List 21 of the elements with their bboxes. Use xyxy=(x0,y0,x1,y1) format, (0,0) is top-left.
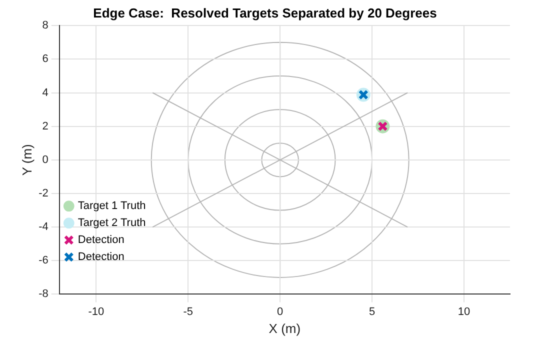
x-axis-title: X (m) xyxy=(268,320,301,336)
legend-label: Target 2 Truth xyxy=(78,217,146,230)
legend-label: Detection xyxy=(78,234,124,246)
x-tick-label: -10 xyxy=(88,306,104,318)
legend-label: Target 1 Truth xyxy=(78,200,146,212)
y-tick-label: 4 xyxy=(42,86,48,99)
x-tick-label: 10 xyxy=(458,306,470,318)
chart-title: Edge Case: Resolved Targets Separated by 20 Degrees xyxy=(93,5,437,20)
y-tick-label: 0 xyxy=(42,154,48,166)
x-tick-label: 0 xyxy=(277,306,284,318)
y-tick-label: -2 xyxy=(38,188,48,200)
y-tick-label: 6 xyxy=(42,53,48,66)
y-tick-label: -6 xyxy=(38,254,48,267)
x-tick-label: -5 xyxy=(183,306,194,318)
y-axis-title: Y (m) xyxy=(19,144,34,176)
y-tick-label: -8 xyxy=(38,288,48,300)
y-tick-label: -4 xyxy=(38,221,48,234)
y-tick-label: 8 xyxy=(42,20,48,32)
x-tick-label: 5 xyxy=(368,306,376,318)
legend-label: Detection xyxy=(78,251,124,264)
y-tick-label: 2 xyxy=(42,120,48,132)
